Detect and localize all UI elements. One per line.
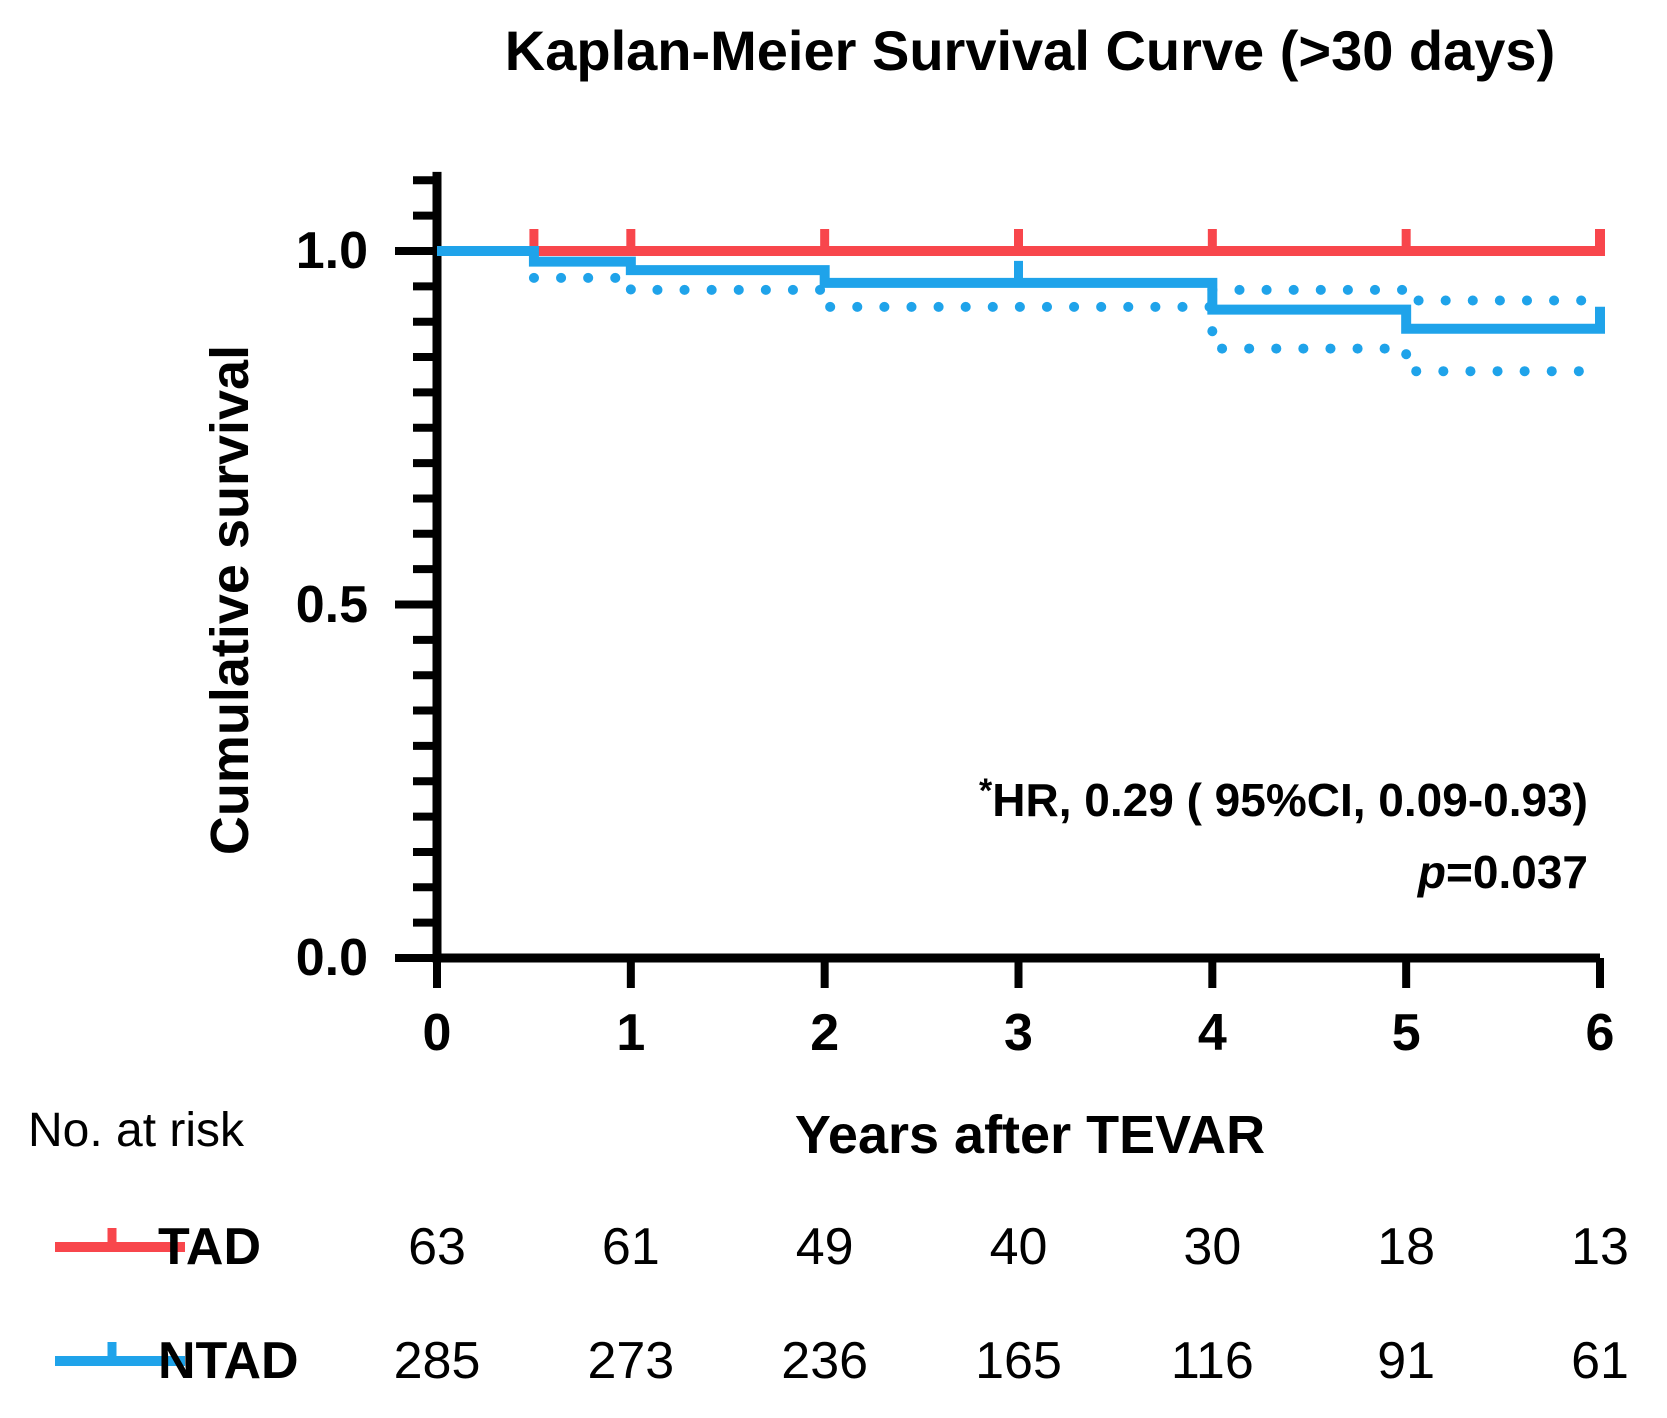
risk-value-tad-year-0: 63	[408, 1218, 466, 1276]
risk-value-tad-year-1: 61	[601, 1218, 660, 1276]
p-symbol: p	[1417, 846, 1447, 898]
risk-value-ntad-year-3: 165	[975, 1332, 1062, 1390]
risk-value-tad-year-6: 13	[1571, 1218, 1629, 1276]
annotation-hr-text: HR, 0.29 ( 95%CI, 0.09-0.93)	[992, 774, 1588, 826]
y-tick-label-0.0: 0.0	[295, 929, 368, 987]
p-value-text: =0.037	[1446, 846, 1588, 898]
x-tick-label-5: 5	[1391, 1004, 1421, 1062]
chart-title: Kaplan-Meier Survival Curve (>30 days)	[504, 19, 1556, 82]
series-ntad	[437, 246, 1605, 334]
risk-value-ntad-year-0: 285	[393, 1332, 481, 1390]
risk-value-tad-year-3: 40	[989, 1218, 1048, 1276]
x-tick-label-1: 1	[616, 1004, 646, 1062]
x-tick-label-0: 0	[422, 1004, 452, 1062]
hr-annotation: *HR, 0.29 ( 95%CI, 0.09-0.93)	[979, 762, 1588, 829]
y-tick-label-0.5: 0.5	[295, 575, 368, 634]
annotation-asterisk: *	[979, 772, 993, 810]
p-value-annotation: p=0.037	[1418, 843, 1588, 901]
risk-value-tad-year-5: 18	[1377, 1218, 1436, 1276]
x-tick-label-2: 2	[810, 1004, 840, 1062]
risk-value-ntad-year-4: 116	[1170, 1332, 1254, 1390]
risk-row-name-ntad: NTAD	[158, 1332, 299, 1390]
x-tick-label-6: 6	[1585, 1004, 1615, 1062]
risk-value-ntad-year-1: 273	[587, 1332, 675, 1390]
series-ntad-95-ci-lower	[528, 272, 1605, 377]
risk-value-tad-year-4: 30	[1183, 1218, 1242, 1276]
x-tick-label-3: 3	[1004, 1004, 1033, 1062]
number-at-risk-label: No. at risk	[28, 1104, 245, 1157]
y-axis-label: Cumulative survival	[200, 344, 260, 856]
x-axis-label: Years after TEVAR	[794, 1105, 1266, 1165]
risk-value-tad-year-2: 49	[795, 1218, 854, 1276]
risk-value-ntad-year-6: 61	[1571, 1332, 1629, 1390]
y-tick-label-1.0: 1.0	[295, 222, 368, 280]
x-tick-label-4: 4	[1197, 1004, 1227, 1062]
risk-value-ntad-year-5: 91	[1377, 1332, 1436, 1390]
risk-value-ntad-year-2: 236	[781, 1332, 869, 1390]
risk-row-name-tad: TAD	[158, 1218, 262, 1276]
series-ntad-95-ci-upper	[1207, 284, 1605, 306]
